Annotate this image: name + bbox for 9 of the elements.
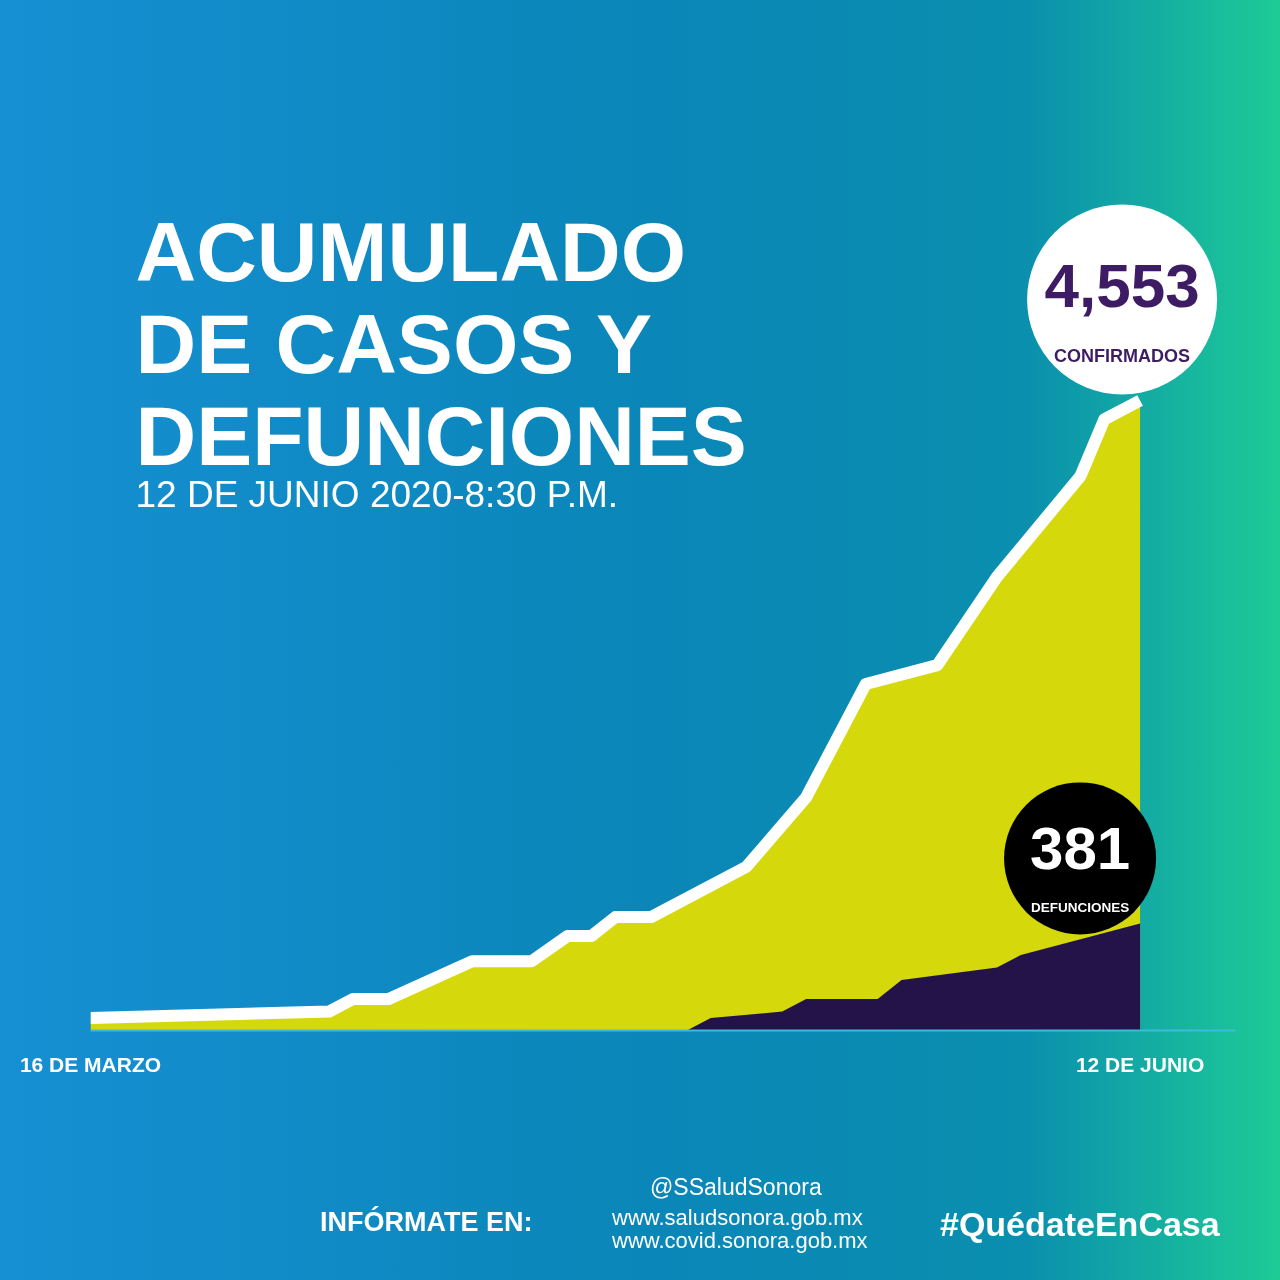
text: 12 DE JUNIO 2020-8:30 P.M. <box>135 474 619 515</box>
x-tick-label: 16 DE MARZO <box>19 1052 162 1076</box>
annotation: 381 DEFUNCIONES <box>1030 814 1131 915</box>
text: @SSaludSonora <box>650 1174 822 1202</box>
text: #QuédateEnCasa <box>940 1204 1220 1245</box>
x-tick-label: 12 DE JUNIO <box>1075 1052 1205 1076</box>
text: INFÓRMATE EN: <box>320 1206 533 1239</box>
text: www.saludsonora.gob.mx <box>612 1205 863 1232</box>
annotation: 4,553 CONFIRMADOS <box>1044 250 1200 366</box>
